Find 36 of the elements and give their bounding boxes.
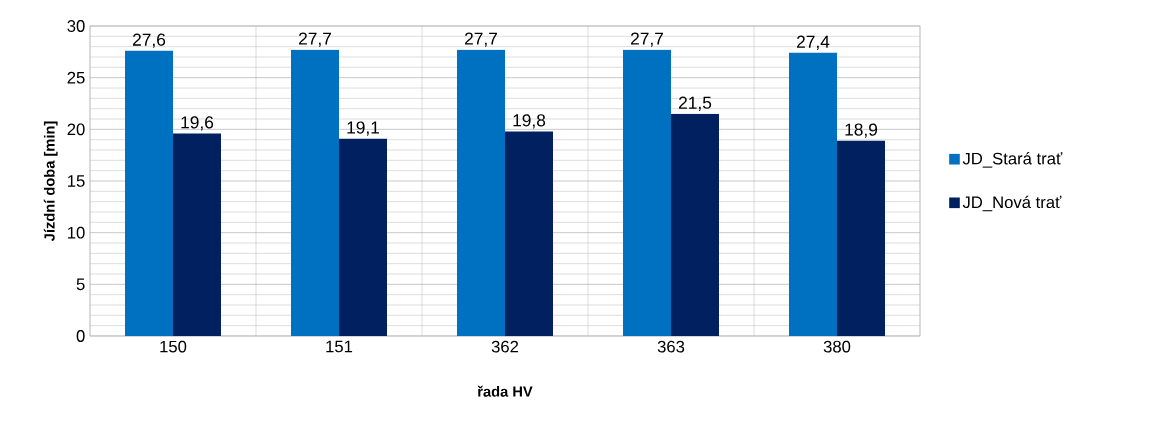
data-label: 21,5 [679, 96, 712, 111]
data-label: 27,4 [797, 35, 830, 50]
bar [457, 49, 506, 336]
x-tick-label: 150 [160, 340, 187, 353]
bar [339, 138, 387, 336]
y-tick-label: 30 [67, 20, 85, 32]
bar [837, 140, 886, 336]
data-label: 19,8 [513, 114, 546, 129]
y-axis-title: Jízdní doba [min] [43, 121, 58, 242]
bar [505, 131, 553, 336]
bar [125, 50, 173, 336]
data-label: 27,6 [133, 33, 166, 48]
legend-label: JD_Stará trať [962, 152, 1063, 168]
legend-label: JD_Nová trať [962, 195, 1062, 212]
bar [671, 113, 719, 336]
bar [789, 52, 838, 336]
y-tick-label: 10 [68, 226, 85, 239]
x-axis-title: řada HV [477, 385, 533, 397]
y-tick-label: 25 [67, 71, 85, 84]
data-label: 19,1 [347, 121, 380, 136]
y-tick-label: 0 [76, 330, 85, 342]
data-label: 27,7 [299, 32, 331, 47]
y-tick-label: 5 [76, 278, 85, 291]
x-tick-label: 363 [657, 340, 685, 353]
data-label: 19,6 [181, 116, 214, 131]
x-tick-label: 151 [326, 340, 353, 353]
bar [173, 133, 222, 336]
x-tick-label: 380 [823, 340, 851, 353]
y-tick-label: 20 [67, 123, 85, 136]
data-label: 27,7 [465, 32, 497, 47]
bar [291, 49, 339, 336]
data-label: 27,7 [631, 32, 663, 47]
bar [623, 49, 672, 336]
x-tick-label: 362 [491, 340, 519, 353]
y-tick-label: 15 [68, 175, 85, 187]
data-label: 18,9 [845, 123, 878, 138]
